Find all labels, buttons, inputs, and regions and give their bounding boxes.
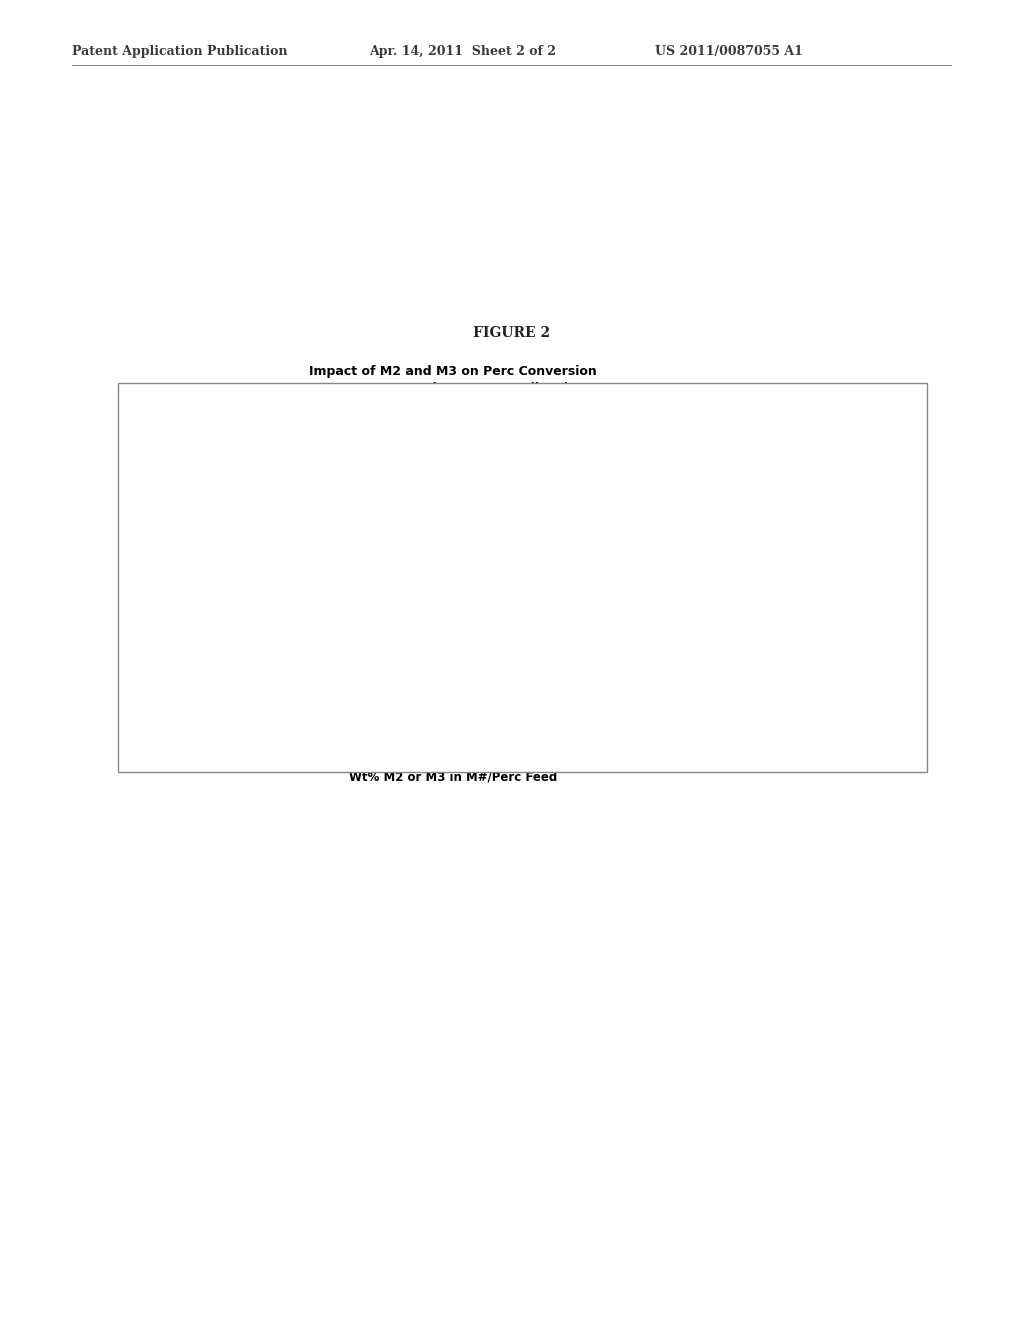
M2	[609, 517, 626, 539]
Control	[172, 583, 188, 605]
X-axis label: Wt% M2 or M3 in M#/Perc Feed: Wt% M2 or M3 in M#/Perc Feed	[349, 771, 557, 783]
M2	[369, 570, 385, 591]
Legend: Control, M2, M3: Control, M2, M3	[755, 513, 824, 569]
Y-axis label: % Perc Conversion: % Perc Conversion	[125, 519, 138, 643]
Control	[215, 590, 231, 611]
Control	[248, 598, 264, 619]
M2	[237, 590, 253, 611]
Text: Patent Application Publication: Patent Application Publication	[72, 45, 287, 58]
Control	[225, 593, 242, 614]
Control	[172, 581, 188, 602]
M2	[390, 565, 407, 586]
Title: Impact of M2 and M3 on Perc Conversion
405 C, 260 psig, 150 GHSV (hr-1)
M1:Perc : Impact of M2 and M3 on Perc Conversion 4…	[309, 364, 597, 412]
Text: US 2011/0087055 A1: US 2011/0087055 A1	[655, 45, 803, 58]
Control	[237, 595, 253, 616]
M3	[500, 570, 516, 591]
Control	[259, 602, 275, 623]
M2	[172, 585, 188, 606]
Text: FIGURE 2: FIGURE 2	[473, 326, 551, 339]
Text: Apr. 14, 2011  Sheet 2 of 2: Apr. 14, 2011 Sheet 2 of 2	[369, 45, 556, 58]
Control	[174, 587, 190, 609]
M3	[609, 581, 626, 602]
